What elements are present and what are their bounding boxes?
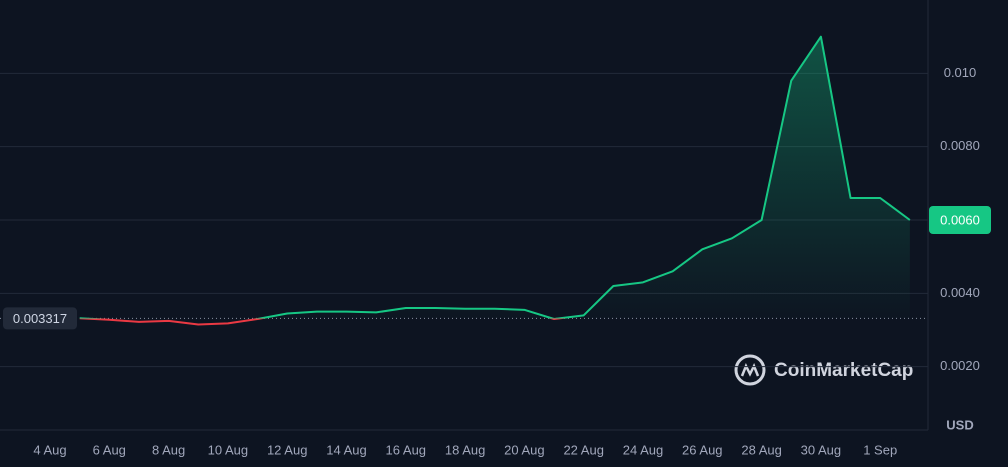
x-tick-label: 1 Sep	[863, 442, 897, 457]
watermark-logo	[734, 354, 766, 386]
x-tick-label: 16 Aug	[386, 442, 427, 457]
watermark: CoinMarketCap	[734, 354, 913, 386]
area	[79, 36, 910, 319]
x-tick-label: 10 Aug	[208, 442, 249, 457]
x-tick-label: 18 Aug	[445, 442, 486, 457]
watermark-text: CoinMarketCap	[774, 360, 913, 381]
price-line	[79, 35, 911, 326]
x-tick-label: 4 Aug	[33, 442, 66, 457]
x-tick-label: 28 Aug	[741, 442, 782, 457]
y-tick-label: 0.0040	[940, 285, 980, 300]
x-tick-label: 6 Aug	[93, 442, 126, 457]
x-tick-label: 12 Aug	[267, 442, 308, 457]
baseline-label: 0.003317	[13, 311, 67, 326]
watermark-logo-mark	[740, 362, 760, 377]
x-tick-label: 14 Aug	[326, 442, 367, 457]
current-price-label: 0.0060	[940, 212, 980, 227]
baseline-tag	[3, 307, 77, 330]
currency-label: USD	[946, 417, 973, 432]
x-tick-label: 26 Aug	[682, 442, 723, 457]
x-tick-label: 20 Aug	[504, 442, 545, 457]
y-tick-label: 0.0080	[940, 138, 980, 153]
x-tick-label: 8 Aug	[152, 442, 185, 457]
x-tick-label: 24 Aug	[623, 442, 664, 457]
y-tick-label: 0.0020	[940, 358, 980, 373]
x-tick-label: 22 Aug	[563, 442, 604, 457]
y-tick-label: 0.010	[944, 65, 977, 80]
current-price-tag	[929, 206, 991, 234]
x-tick-label: 30 Aug	[801, 442, 842, 457]
